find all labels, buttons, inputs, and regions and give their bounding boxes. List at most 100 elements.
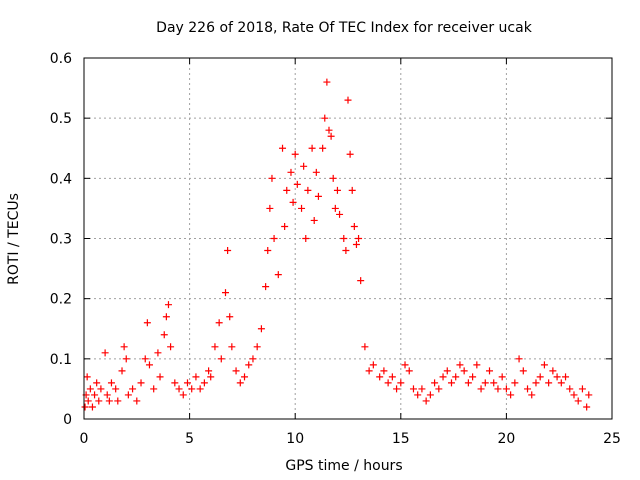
data-point	[118, 367, 126, 375]
data-point	[426, 391, 434, 399]
data-point	[122, 355, 130, 363]
data-point	[355, 235, 363, 242]
data-point	[222, 289, 230, 297]
data-point	[156, 373, 164, 381]
data-point	[388, 373, 396, 381]
data-point	[107, 379, 115, 387]
data-point	[196, 385, 204, 393]
data-point	[327, 132, 335, 140]
data-point	[418, 385, 426, 393]
data-point	[175, 385, 183, 393]
data-point	[302, 235, 310, 242]
data-point	[342, 247, 350, 255]
data-point	[422, 397, 430, 405]
data-point	[431, 379, 439, 387]
y-tick-label: 0.5	[50, 111, 72, 127]
x-tick-label: 20	[497, 431, 515, 447]
data-point	[274, 271, 282, 279]
x-tick-label: 10	[286, 431, 304, 447]
data-point	[262, 283, 270, 291]
chart-title: Day 226 of 2018, Rate Of TEC Index for r…	[156, 20, 533, 36]
data-point	[502, 385, 510, 393]
data-point	[205, 367, 213, 375]
data-point	[574, 397, 582, 405]
data-point	[97, 385, 105, 393]
data-point	[545, 379, 553, 387]
axis-ticks	[83, 57, 613, 420]
data-point	[536, 373, 544, 381]
data-point	[95, 397, 103, 405]
data-point	[226, 313, 234, 321]
x-tick-label: 5	[185, 431, 194, 447]
data-point	[124, 391, 132, 399]
data-point	[570, 391, 578, 399]
data-point	[314, 192, 322, 200]
data-point	[384, 379, 392, 387]
data-point	[145, 361, 153, 369]
data-point	[88, 403, 96, 411]
data-point	[293, 180, 301, 188]
x-axis-label: GPS time / hours	[285, 458, 402, 474]
data-point	[105, 397, 113, 405]
data-point	[540, 361, 548, 369]
data-point	[469, 373, 477, 381]
data-point	[456, 361, 464, 369]
data-point	[304, 186, 312, 194]
data-point	[114, 397, 122, 405]
data-point	[160, 331, 168, 339]
data-point	[179, 391, 187, 399]
data-point	[308, 144, 316, 152]
data-point	[86, 385, 94, 393]
data-point	[524, 385, 532, 393]
data-point	[325, 126, 333, 134]
grid-lines	[84, 58, 612, 419]
data-point	[350, 222, 358, 230]
data-point	[321, 114, 329, 122]
data-point	[583, 403, 591, 411]
data-point	[143, 319, 151, 327]
data-point	[566, 385, 574, 393]
data-point	[112, 385, 120, 393]
data-point	[515, 355, 523, 363]
data-point	[253, 343, 261, 351]
data-point	[228, 343, 236, 351]
data-point	[188, 385, 196, 393]
data-point	[553, 373, 561, 381]
data-point	[365, 367, 373, 375]
data-point	[154, 349, 162, 357]
data-point	[167, 343, 175, 351]
data-point	[310, 216, 318, 224]
data-point	[207, 373, 215, 381]
y-tick-label: 0	[63, 412, 72, 428]
data-point	[257, 325, 265, 333]
data-point	[376, 373, 384, 381]
data-point	[287, 168, 295, 176]
data-point	[494, 385, 502, 393]
data-point	[340, 235, 348, 242]
data-point	[452, 373, 460, 381]
data-point	[393, 385, 401, 393]
data-point	[435, 385, 443, 393]
data-point	[241, 373, 249, 381]
data-point	[333, 186, 341, 194]
y-tick-label: 0.3	[50, 232, 72, 248]
data-point	[245, 361, 253, 369]
data-point	[519, 367, 527, 375]
data-point	[183, 379, 191, 387]
data-point	[268, 174, 276, 182]
data-point	[232, 367, 240, 375]
data-point	[361, 343, 369, 351]
data-point	[481, 379, 489, 387]
data-point	[236, 379, 244, 387]
data-point	[300, 162, 308, 170]
data-point	[141, 355, 149, 363]
y-tick-label: 0.2	[50, 292, 72, 308]
data-point	[249, 355, 257, 363]
data-point	[211, 343, 219, 351]
data-point	[81, 403, 89, 411]
data-point	[217, 355, 225, 363]
data-point	[397, 379, 405, 387]
x-tick-label: 15	[392, 431, 410, 447]
data-point	[414, 391, 422, 399]
